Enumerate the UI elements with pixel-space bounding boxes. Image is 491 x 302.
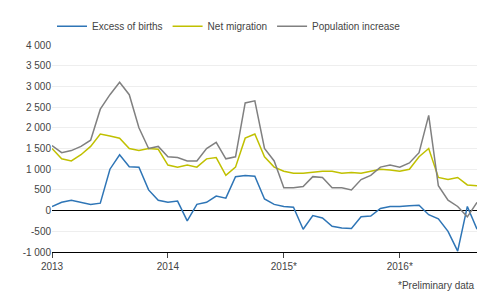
svg-text:2 500: 2 500: [26, 102, 51, 113]
svg-text:2016*: 2016*: [387, 261, 413, 272]
svg-text:Net migration: Net migration: [208, 21, 267, 32]
svg-text:*Preliminary data: *Preliminary data: [398, 280, 475, 291]
svg-text:0: 0: [45, 205, 51, 216]
svg-text:1 000: 1 000: [26, 164, 51, 175]
svg-text:3 500: 3 500: [26, 60, 51, 71]
svg-text:2014: 2014: [157, 261, 180, 272]
svg-text:4 000: 4 000: [26, 40, 51, 51]
svg-text:2013: 2013: [41, 261, 64, 272]
svg-text:Excess of births: Excess of births: [92, 21, 163, 32]
svg-text:-500: -500: [31, 226, 51, 237]
svg-text:2 000: 2 000: [26, 122, 51, 133]
svg-text:-1 000: -1 000: [23, 247, 52, 258]
svg-text:500: 500: [34, 184, 51, 195]
svg-text:2015*: 2015*: [271, 261, 297, 272]
svg-text:3 000: 3 000: [26, 81, 51, 92]
svg-text:Population increase: Population increase: [312, 21, 400, 32]
svg-text:1 500: 1 500: [26, 143, 51, 154]
